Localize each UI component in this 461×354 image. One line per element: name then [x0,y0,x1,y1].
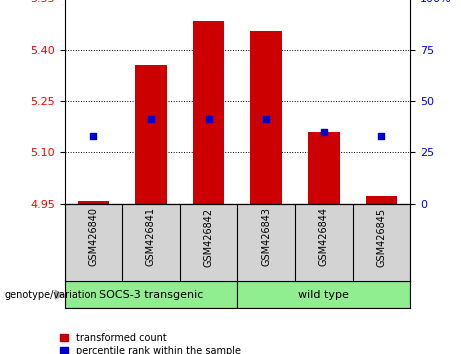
Bar [65,281,237,308]
Bar [77,201,109,204]
Legend: transformed count, percentile rank within the sample: transformed count, percentile rank withi… [60,333,241,354]
Bar [237,281,410,308]
Text: GSM426842: GSM426842 [204,207,213,267]
Bar [135,65,167,204]
Bar [366,196,397,204]
Point [148,116,155,121]
Bar [193,22,225,204]
Point [89,133,97,139]
Bar [250,31,282,204]
Text: GSM426840: GSM426840 [89,207,98,267]
Point [263,116,270,121]
Point [205,116,212,121]
Text: SOCS-3 transgenic: SOCS-3 transgenic [99,290,203,300]
Text: GSM426843: GSM426843 [261,207,271,267]
Text: GSM426845: GSM426845 [377,207,386,267]
Point [378,133,385,139]
FancyArrow shape [55,290,64,299]
Text: genotype/variation: genotype/variation [5,290,97,300]
Bar [308,132,340,204]
Text: GSM426844: GSM426844 [319,207,329,267]
Point [320,130,327,135]
Text: wild type: wild type [298,290,349,300]
Text: GSM426841: GSM426841 [146,207,156,267]
